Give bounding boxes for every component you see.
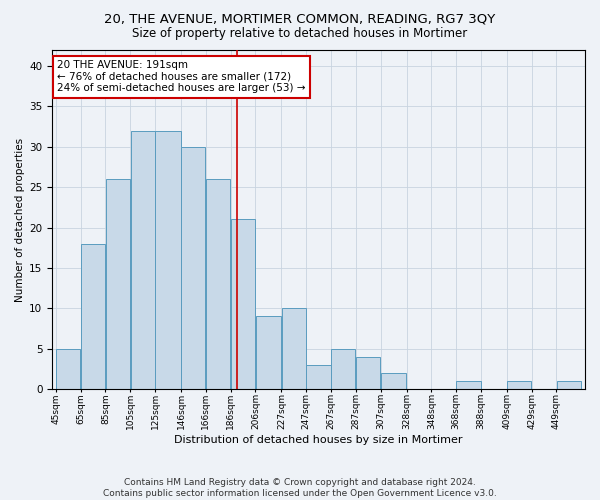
Text: Size of property relative to detached houses in Mortimer: Size of property relative to detached ho… xyxy=(133,28,467,40)
Bar xyxy=(155,130,181,389)
Bar xyxy=(81,244,105,389)
Text: 20 THE AVENUE: 191sqm
← 76% of detached houses are smaller (172)
24% of semi-det: 20 THE AVENUE: 191sqm ← 76% of detached … xyxy=(58,60,306,94)
Bar xyxy=(507,381,532,389)
Bar xyxy=(381,373,406,389)
Bar xyxy=(282,308,306,389)
Bar xyxy=(256,316,281,389)
Bar xyxy=(206,179,230,389)
Y-axis label: Number of detached properties: Number of detached properties xyxy=(15,138,25,302)
Bar xyxy=(557,381,581,389)
Bar xyxy=(457,381,481,389)
Bar xyxy=(106,179,130,389)
Text: 20, THE AVENUE, MORTIMER COMMON, READING, RG7 3QY: 20, THE AVENUE, MORTIMER COMMON, READING… xyxy=(104,12,496,26)
Bar xyxy=(356,356,380,389)
Bar xyxy=(331,348,355,389)
Bar xyxy=(307,364,331,389)
Bar xyxy=(231,220,255,389)
Text: Contains HM Land Registry data © Crown copyright and database right 2024.
Contai: Contains HM Land Registry data © Crown c… xyxy=(103,478,497,498)
Bar xyxy=(56,348,80,389)
Bar xyxy=(131,130,155,389)
X-axis label: Distribution of detached houses by size in Mortimer: Distribution of detached houses by size … xyxy=(175,435,463,445)
Bar xyxy=(181,147,205,389)
